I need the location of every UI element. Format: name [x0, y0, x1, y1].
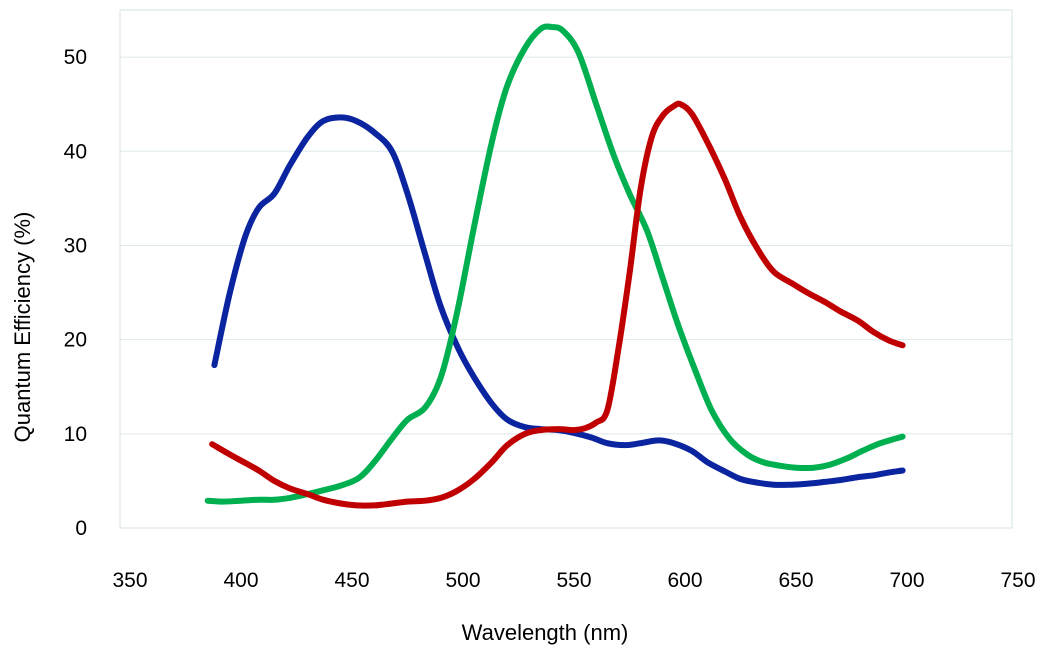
y-tick-label-3: 30	[64, 234, 87, 257]
y-tick-label-5: 50	[64, 46, 87, 69]
plot-frame	[119, 9, 1013, 529]
x-tick-label-8: 750	[1000, 569, 1035, 592]
x-axis-title: Wavelength (nm)	[462, 620, 629, 645]
series-lines	[204, 23, 906, 509]
y-tick-label-1: 10	[64, 423, 87, 446]
x-tick-label-4: 550	[556, 569, 591, 592]
x-tick-labels: 350 400 450 500 550 600 650 700 750	[112, 569, 1035, 592]
y-tick-label-0: 0	[75, 517, 87, 540]
x-tick-label-0: 350	[112, 569, 147, 592]
x-tick-label-2: 450	[334, 569, 369, 592]
y-tick-labels: 0 10 20 30 40 50	[64, 46, 87, 540]
x-tick-label-6: 650	[778, 569, 813, 592]
y-axis-title: Quantum Efficiency (%)	[10, 212, 35, 443]
x-tick-label-1: 400	[223, 569, 258, 592]
series-line-2	[209, 100, 906, 509]
x-tick-label-3: 500	[445, 569, 480, 592]
plot-background	[120, 10, 1012, 528]
series-line-1	[204, 23, 906, 505]
y-tick-label-2: 20	[64, 329, 87, 352]
x-tick-label-5: 600	[667, 569, 702, 592]
y-tick-label-4: 40	[64, 140, 87, 163]
gridlines	[120, 56, 1012, 435]
x-tick-label-7: 700	[889, 569, 924, 592]
